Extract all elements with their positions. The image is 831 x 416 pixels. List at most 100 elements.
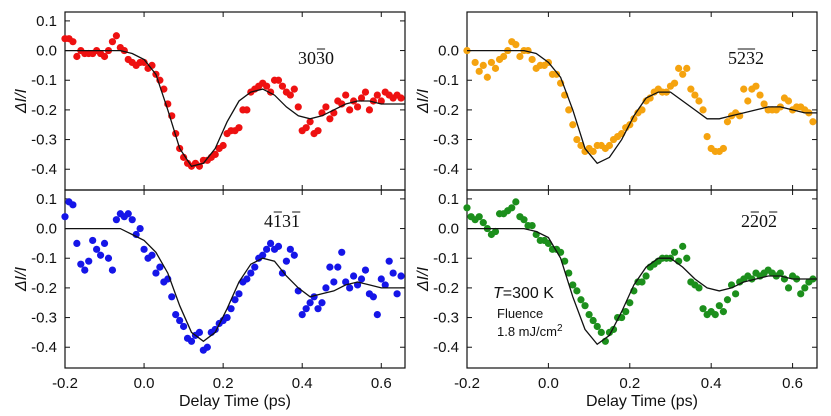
data-point — [69, 38, 77, 46]
data-point — [132, 230, 140, 239]
data-point — [752, 82, 760, 90]
data-point — [176, 316, 184, 325]
data-point — [81, 266, 89, 274]
panel-label: 3030 — [298, 48, 334, 68]
data-point — [322, 103, 330, 111]
data-point — [96, 251, 105, 259]
x-tick-label: 0.4 — [292, 375, 313, 392]
data-point — [691, 91, 699, 99]
y-tick-label: -0.4 — [31, 161, 57, 178]
y-tick-label: -0.2 — [433, 280, 459, 297]
data-point — [397, 94, 405, 102]
data-point — [152, 269, 160, 277]
data-point — [479, 219, 487, 227]
fluence-superscript: 2 — [557, 323, 563, 334]
data-point — [243, 106, 251, 114]
data-point — [573, 287, 581, 295]
data-point — [638, 278, 646, 286]
data-point — [622, 308, 630, 316]
plot-frame — [64, 189, 406, 369]
data-point — [259, 251, 267, 259]
y-tick-label: 0.0 — [438, 221, 459, 238]
data-point — [302, 305, 310, 313]
y-tick-label: -0.3 — [31, 310, 57, 327]
data-point — [699, 305, 707, 313]
data-point — [342, 91, 350, 99]
data-point — [626, 299, 634, 307]
data-point — [290, 85, 298, 93]
panel-label-part: 2 — [755, 48, 764, 68]
data-point — [561, 257, 569, 265]
data-point — [585, 311, 593, 319]
data-point — [475, 213, 483, 221]
data-point — [318, 299, 326, 307]
data-point — [784, 97, 793, 105]
data-point — [723, 118, 732, 126]
data-point — [282, 257, 290, 265]
data-point — [180, 153, 188, 161]
temperature-value: =300 K — [503, 285, 554, 302]
data-point — [487, 58, 496, 67]
data-point — [89, 236, 97, 245]
data-point — [552, 70, 561, 78]
data-point — [679, 70, 687, 78]
data-point — [346, 106, 354, 114]
data-point — [100, 239, 109, 247]
panel-label-part: 23 — [737, 48, 755, 68]
x-axis-label: Delay Time (ps) — [586, 393, 698, 410]
panel-label-part: 3 — [282, 211, 291, 231]
panel-4: 0.1 0.0 -0.1 -0.2 -0.3 -0.4 -0.2 0.0 0.2 0.4 0.6 De… — [415, 189, 818, 410]
data-point — [687, 85, 695, 93]
data-point — [512, 41, 520, 49]
panel-label-part: 0 — [325, 48, 334, 68]
data-point — [148, 251, 156, 259]
data-point — [577, 296, 585, 304]
data-point — [801, 284, 809, 292]
y-tick-label: 0.1 — [36, 13, 57, 30]
data-point — [353, 281, 362, 289]
y-tick-label: -0.2 — [433, 102, 459, 119]
data-point — [350, 272, 358, 280]
x-tick-label: 0.6 — [371, 375, 392, 392]
data-point — [223, 313, 231, 322]
panel-label-part: 1 — [291, 211, 300, 231]
panel-2: 0.0 -0.1 -0.2 -0.3 -0.4 ΔI/I 5232 — [415, 11, 818, 191]
data-point — [373, 311, 381, 319]
data-point — [243, 275, 251, 283]
data-point — [508, 204, 516, 212]
data-point — [294, 103, 302, 111]
temperature-symbol: T — [493, 285, 504, 302]
data-point — [231, 296, 239, 304]
data-point — [500, 52, 508, 61]
y-tick-label: -0.2 — [31, 102, 57, 119]
x-tick-label: 0.0 — [538, 375, 559, 392]
data-point — [124, 210, 132, 218]
data-point — [589, 147, 597, 156]
data-point — [593, 322, 601, 331]
x-tick-label: 0.4 — [701, 375, 722, 392]
y-axis-label: ΔI/I — [415, 88, 432, 114]
panel-label-part: 2 — [741, 211, 750, 231]
data-point — [357, 275, 366, 283]
data-point — [389, 269, 397, 277]
data-point — [112, 216, 120, 224]
data-point — [719, 308, 727, 316]
data-point — [471, 58, 479, 67]
data-point — [695, 284, 703, 292]
data-point — [776, 269, 784, 277]
data-point — [326, 263, 334, 271]
data-point — [263, 82, 271, 90]
data-point — [683, 254, 691, 262]
data-point — [128, 216, 136, 224]
data-point — [679, 242, 687, 250]
data-point — [723, 296, 732, 304]
y-axis-label: ΔI/I — [415, 266, 432, 292]
panel-label-part: 1 — [273, 211, 282, 231]
y-tick-label: -0.1 — [31, 250, 57, 267]
data-point — [377, 275, 385, 283]
data-point — [393, 290, 401, 298]
data-point — [784, 284, 793, 292]
x-tick-label: 0.6 — [782, 375, 803, 392]
data-point — [353, 103, 362, 111]
